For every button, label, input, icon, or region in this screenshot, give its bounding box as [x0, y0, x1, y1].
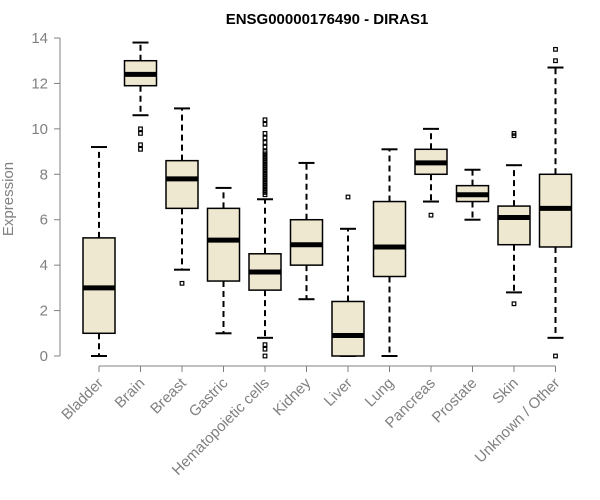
box-group — [82, 146, 116, 357]
box-iqr — [372, 200, 407, 278]
box-group — [165, 107, 199, 286]
box-group — [331, 194, 365, 357]
outlier-point — [138, 142, 143, 148]
outlier-point — [138, 131, 143, 136]
box-group — [248, 117, 282, 359]
outlier-point — [553, 58, 558, 64]
outlier-point — [138, 146, 143, 152]
x-tick-label: Skin — [489, 375, 522, 408]
outlier-point — [262, 121, 268, 127]
outlier-point — [262, 117, 268, 123]
y-axis-label: Expression — [0, 162, 17, 236]
outlier-point — [553, 46, 558, 52]
outlier-point — [262, 144, 268, 150]
y-tick-label: 4 — [40, 257, 48, 274]
x-tick-label: Kidney — [270, 374, 315, 419]
y-tick-label: 12 — [31, 75, 48, 92]
box-iqr — [206, 207, 241, 282]
chart-title: ENSG00000176490 - DIRAS1 — [226, 11, 429, 28]
outlier-point — [262, 131, 268, 136]
box-iqr — [331, 300, 365, 357]
outlier-point — [262, 140, 268, 145]
outlier-point — [262, 346, 268, 352]
boxes — [82, 41, 573, 359]
outlier-point — [262, 342, 268, 348]
outlier-point — [511, 301, 517, 307]
box-group — [414, 127, 448, 218]
x-tick-label: Lung — [362, 375, 398, 411]
y-tick-label: 2 — [40, 303, 48, 320]
box-iqr — [165, 159, 199, 210]
box-group — [372, 148, 407, 357]
outlier-point — [179, 280, 185, 286]
box-group — [289, 161, 324, 301]
outlier-point — [262, 135, 268, 141]
outlier-point — [262, 353, 268, 359]
y-tick-label: 6 — [40, 212, 48, 229]
x-tick-label: Prostate — [429, 375, 481, 427]
outlier-point — [553, 353, 558, 359]
x-tick-label: Breast — [147, 374, 190, 417]
x-tick-label: Brain — [112, 375, 149, 412]
y-tick-label: 8 — [40, 166, 48, 183]
outlier-point — [262, 149, 268, 154]
y-tick-label: 14 — [31, 30, 48, 47]
box-group — [206, 186, 241, 335]
y-tick-label: 10 — [31, 121, 48, 138]
outlier-point — [511, 131, 517, 136]
box-group — [123, 41, 158, 152]
box-iqr — [497, 205, 531, 246]
outlier-point — [345, 194, 351, 200]
box-group — [497, 131, 531, 307]
axes: 0 2 4 6 8 10 12 14 — [31, 30, 556, 372]
x-tick-label: Bladder — [58, 375, 107, 424]
y-tick-label: 0 — [40, 348, 48, 365]
box-group — [455, 168, 490, 221]
x-tick-label: Liver — [321, 375, 356, 410]
box-group — [538, 46, 573, 359]
outlier-point — [428, 212, 434, 218]
outlier-point — [138, 126, 143, 132]
